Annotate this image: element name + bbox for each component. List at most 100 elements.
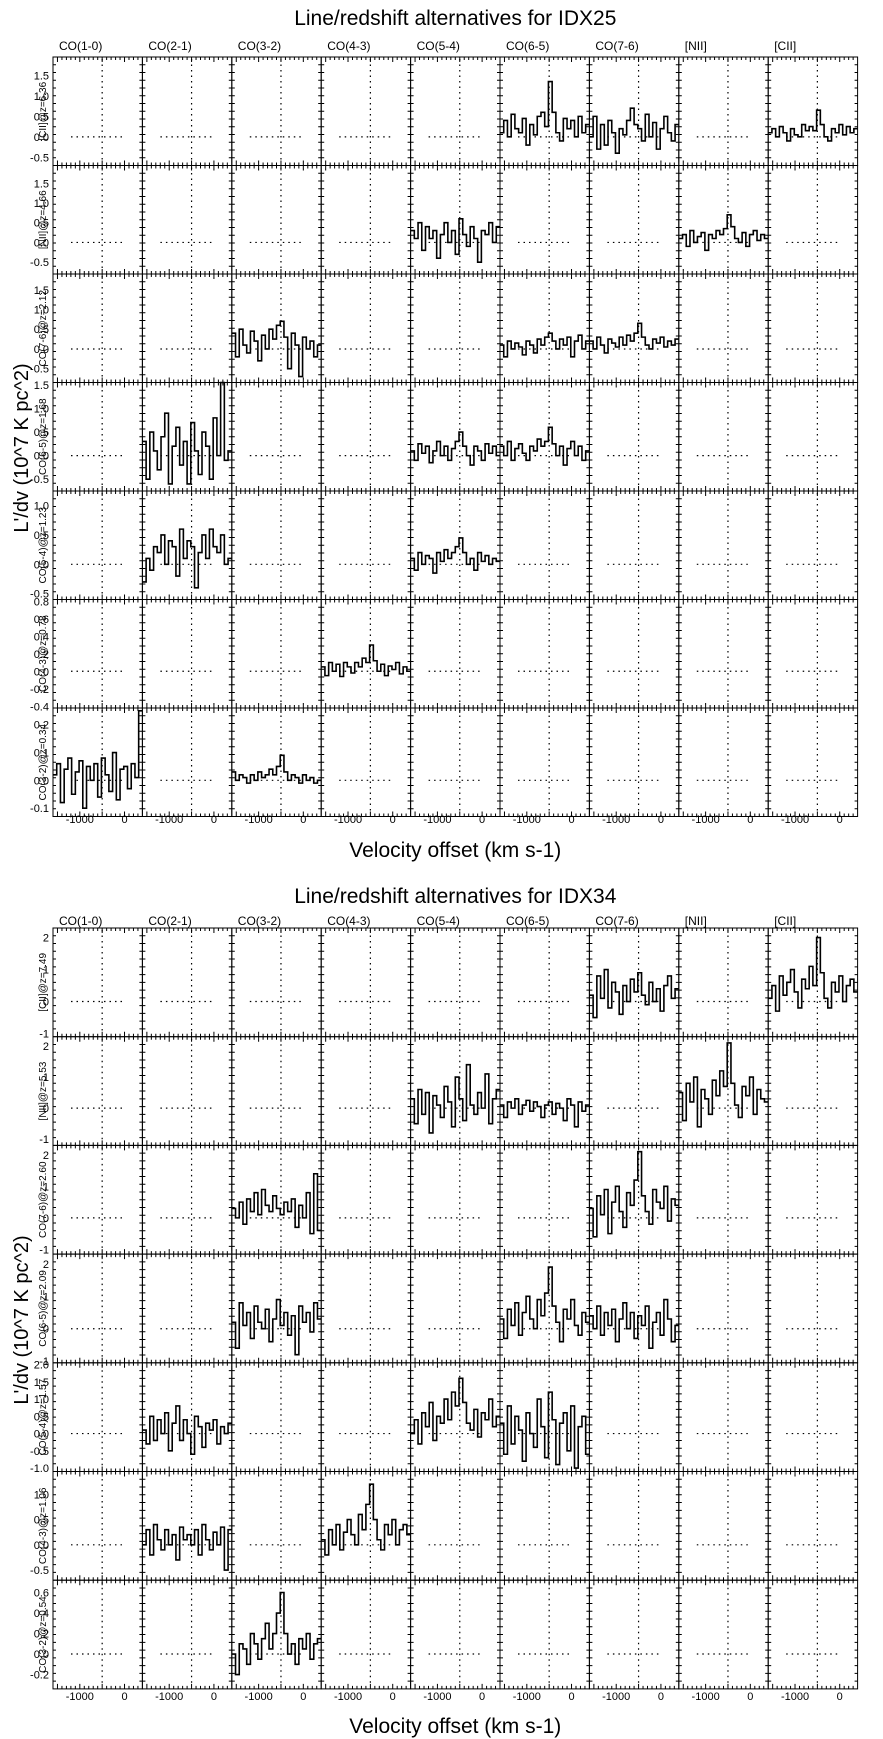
spectrum-line: [768, 936, 858, 1012]
subplot-r1-c1: [141, 1036, 233, 1146]
subplot-ticks: [500, 928, 590, 1037]
subplot-r3-c3: [320, 382, 412, 492]
subplot-ticks: [410, 1580, 500, 1689]
x-tick-label: 0: [747, 814, 753, 826]
subplot-r6-c0: [52, 1579, 143, 1690]
subplot-r2-c5: [499, 273, 590, 383]
y-tick-label: 0.5: [34, 324, 49, 336]
x-tick-label: -1000: [781, 1691, 809, 1703]
subplot-frame: [141, 927, 233, 1038]
subplot-ticks: [768, 1254, 858, 1363]
subplot-frame: [767, 1579, 859, 1690]
subplot-ticks: [678, 1145, 769, 1255]
subplot-frame: [320, 1144, 412, 1255]
x-tick-label: -1000: [602, 814, 630, 826]
subplot-frame: [767, 56, 859, 166]
row-label: CO(7-6)@z=2.12: [38, 290, 49, 367]
subplot-frame: [231, 382, 322, 492]
subplot-r0-c6: [588, 927, 680, 1038]
subplot-r3-c2: [231, 382, 322, 492]
spectrum-line: [500, 1391, 590, 1469]
subplot-r0-c8: [767, 56, 859, 166]
subplot-r5-c3: [320, 599, 412, 709]
subplot-ticks: [53, 1362, 143, 1472]
x-tick-label: -1000: [66, 1691, 94, 1703]
subplot-frame: [767, 599, 859, 709]
subplot-frame: [678, 599, 769, 709]
y-tick-label: -0.5: [30, 364, 49, 376]
subplot-ticks: [678, 274, 769, 383]
subplot-frame: [678, 56, 769, 166]
y-tick-label: 0.5: [34, 111, 49, 123]
row-label: [NII]@z=5.53: [38, 1061, 49, 1120]
subplot-ticks: [678, 1471, 769, 1581]
spectrum-line: [500, 1266, 590, 1343]
x-tick-label: -1000: [692, 1691, 720, 1703]
subplot-ticks: [500, 1580, 590, 1689]
subplot-ticks: [231, 599, 322, 708]
spectrum-line: [53, 709, 143, 809]
subplot-r3-c1: [141, 1253, 233, 1364]
subplot-ticks: [231, 1036, 322, 1146]
spectrum-line: [231, 754, 322, 784]
subplot-frame: [52, 56, 143, 166]
row-label: [CII]@z=7.49: [38, 953, 49, 1012]
subplot-ticks: [500, 708, 590, 817]
y-tick-label: 0.0: [34, 132, 49, 144]
subplot-ticks: [142, 1471, 232, 1581]
column-label: [NII]: [685, 914, 707, 928]
subplot-ticks: [142, 491, 232, 600]
x-tick-label: 0: [568, 814, 574, 826]
column-label: CO(1-0): [59, 914, 102, 928]
subplot-ticks: [142, 165, 232, 274]
subplot-r6-c8: [767, 707, 859, 817]
subplot-r4-c5: [499, 490, 590, 600]
subplot-ticks: [321, 928, 411, 1037]
subplot-frame: [141, 1253, 233, 1364]
subplot-ticks: [410, 599, 500, 708]
subplot-ticks: [321, 1471, 411, 1581]
column-label: CO(7-6): [595, 39, 638, 53]
y-tick-label: 0.6: [34, 1588, 49, 1600]
subplot-ticks: [500, 1254, 590, 1363]
y-tick-label: 0.2: [34, 1629, 49, 1641]
y-tick-label: 1: [43, 965, 49, 977]
subplot-r6-c6: [588, 1579, 680, 1690]
subplot-ticks: [142, 1362, 232, 1472]
y-tick-label: 0.0: [34, 1429, 49, 1441]
subplot-frame: [767, 1362, 859, 1473]
subplot-frame: [588, 1036, 680, 1146]
subplot-frame: [141, 707, 233, 817]
subplot-frame: [588, 1253, 680, 1364]
y-axis-label: L'/dv (10^7 K pc^2): [11, 1235, 33, 1404]
subplot-ticks: [589, 382, 679, 491]
subplot-ticks: [500, 1036, 590, 1146]
column-label: CO(4-3): [327, 39, 370, 53]
subplot-r5-c1: [141, 599, 233, 709]
subplot-ticks: [768, 1036, 858, 1146]
subplot-frame: [52, 490, 143, 600]
subplot-frame: [410, 1253, 501, 1364]
subplot-r1-c1: [141, 165, 233, 275]
subplot-frame: [52, 1362, 143, 1473]
subplot-r1-c3: [320, 165, 412, 275]
subplot-frame: [410, 382, 501, 492]
subplot-frame: [231, 599, 322, 709]
subplot-frame: [678, 1471, 769, 1581]
subplot-ticks: [321, 708, 411, 817]
x-tick-label: 0: [479, 1691, 485, 1703]
subplot-r6-c3: [320, 707, 412, 817]
column-label: CO(5-4): [417, 914, 460, 928]
y-tick-label: 0.4: [34, 631, 49, 643]
subplot-frame: [410, 599, 501, 709]
x-tick-label: 0: [390, 1691, 396, 1703]
subplot-frame: [141, 1471, 233, 1581]
subplot-frame: [678, 165, 769, 275]
subplot-r3-c6: [588, 1253, 680, 1364]
subplot-ticks: [53, 165, 143, 274]
subplot-r4-c2: [231, 490, 322, 600]
subplot-r6-c2: [231, 707, 322, 817]
subplot-ticks: [321, 1254, 411, 1363]
subplot-ticks: [231, 1580, 322, 1689]
subplot-frame: [141, 1579, 233, 1690]
